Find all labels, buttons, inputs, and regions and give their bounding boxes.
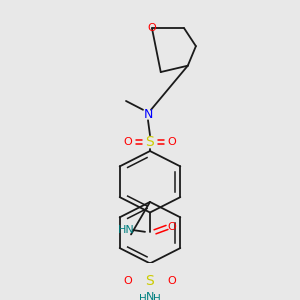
Text: H: H: [139, 294, 147, 300]
Text: O: O: [168, 222, 176, 233]
Text: HN: HN: [118, 225, 134, 235]
Text: O: O: [148, 23, 156, 33]
Text: N: N: [146, 292, 154, 300]
Text: S: S: [146, 135, 154, 149]
Text: N: N: [143, 108, 153, 121]
Text: O: O: [168, 137, 176, 147]
Text: H: H: [153, 294, 161, 300]
Text: O: O: [168, 276, 176, 286]
Text: O: O: [124, 137, 132, 147]
Text: O: O: [124, 276, 132, 286]
Text: S: S: [146, 274, 154, 288]
